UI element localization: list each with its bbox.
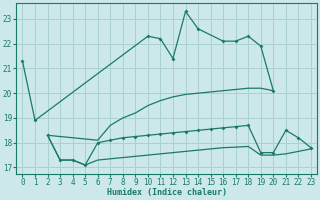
X-axis label: Humidex (Indice chaleur): Humidex (Indice chaleur) bbox=[107, 188, 227, 197]
